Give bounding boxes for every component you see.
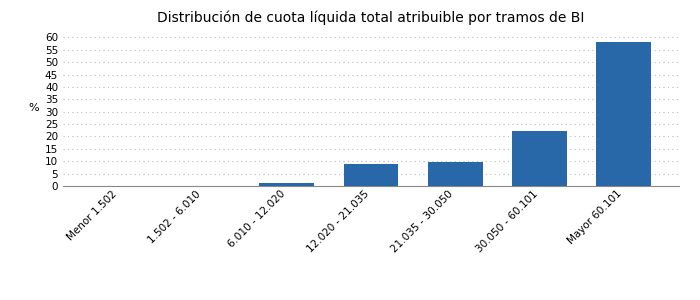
Bar [596,42,651,186]
Bar [428,163,482,186]
Bar [344,164,398,186]
Bar [260,183,314,186]
Y-axis label: %: % [29,103,39,113]
Title: Distribución de cuota líquida total atribuible por tramos de BI: Distribución de cuota líquida total atri… [158,10,584,25]
Bar [512,131,567,186]
